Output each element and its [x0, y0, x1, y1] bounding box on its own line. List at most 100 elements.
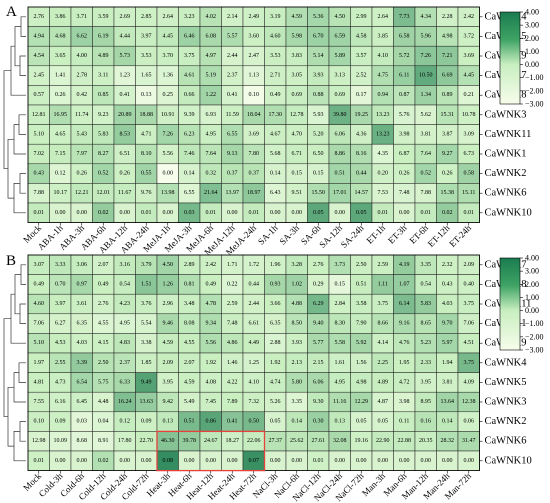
cell-value: 3.83	[292, 53, 303, 59]
cell-value: 0.07	[249, 458, 260, 464]
cell-value: 4.95	[335, 379, 346, 385]
cell-value: 4.36	[356, 131, 367, 137]
cell-value: 10.09	[54, 438, 68, 444]
cell-value: 4.53	[55, 340, 66, 346]
colorbar-tick-label: 1.00	[525, 47, 539, 56]
cell-value: 0.41	[120, 92, 131, 98]
cell-value: 15.50	[312, 190, 326, 196]
cell-value: 2.52	[356, 73, 367, 79]
cell-value: 13.23	[376, 112, 390, 118]
panel-label: A	[6, 4, 17, 20]
cell-value: 22.70	[140, 438, 154, 444]
dendrogram	[3, 16, 26, 214]
cell-value: 0.50	[249, 419, 260, 425]
cell-value: 2.69	[120, 14, 131, 20]
dendrogram-branch	[19, 421, 26, 442]
cell-value: 4.44	[120, 33, 131, 39]
cell-value: 9.23	[98, 112, 109, 118]
cell-value: 5.14	[313, 53, 324, 59]
cell-value: 2.45	[34, 73, 45, 79]
cell-value: 4.45	[163, 33, 174, 39]
column-label: SA-24h	[339, 223, 366, 250]
cell-value: 0.49	[98, 281, 109, 287]
cell-value: 3.59	[98, 14, 109, 20]
cell-value: 4.19	[399, 262, 410, 268]
cell-value: 12.21	[75, 190, 89, 196]
cell-value: 0.01	[141, 210, 152, 216]
cell-value: 19.16	[355, 438, 369, 444]
cell-value: 2.99	[356, 14, 367, 20]
cell-value: 0.13	[335, 419, 346, 425]
cell-value: 3.75	[464, 360, 475, 366]
cell-value: 0.66	[184, 92, 195, 98]
cell-value: 3.07	[34, 262, 45, 268]
cell-value: 5.83	[421, 301, 432, 307]
cell-value: 1.41	[55, 73, 66, 79]
cell-value: 5.58	[335, 340, 346, 346]
cell-value: 6.93	[206, 112, 217, 118]
dendrogram-branch	[20, 264, 26, 285]
cell-value: 0.11	[399, 419, 409, 425]
dendrogram-branch	[3, 70, 11, 170]
cell-value: 0.12	[120, 419, 131, 425]
cell-value: 0.00	[120, 458, 131, 464]
cell-value: 0.15	[335, 281, 346, 287]
cell-value: 0.42	[77, 92, 88, 98]
colorbar-tick-label: −1.00	[525, 319, 544, 328]
cell-value: 5.83	[98, 131, 109, 137]
cell-value: 4.98	[442, 33, 453, 39]
cell-value: 0.00	[292, 458, 303, 464]
cell-value: 0.08	[163, 458, 174, 464]
cell-value: 3.28	[292, 262, 303, 268]
cell-value: 1.13	[249, 73, 260, 79]
cell-value: 4.08	[206, 379, 217, 385]
dendrogram-branch	[7, 138, 14, 199]
row-label: CaWNK4	[485, 357, 528, 368]
cell-value: 0.26	[120, 171, 131, 177]
cell-value: 4.60	[34, 301, 45, 307]
cell-value: 7.53	[378, 190, 389, 196]
cell-value: 6.14	[399, 301, 410, 307]
cell-value: 6.71	[292, 151, 303, 157]
cell-value: 5.62	[421, 112, 432, 118]
cell-value: 4.71	[141, 131, 152, 137]
cell-value: 2.78	[77, 73, 88, 79]
cell-value: 1.25	[249, 360, 260, 366]
cell-value: 20.89	[118, 112, 132, 118]
cell-value: 0.44	[249, 281, 260, 287]
cell-value: 8.27	[98, 151, 109, 157]
cell-value: 18.88	[140, 112, 154, 118]
cell-value: 4.10	[378, 53, 389, 59]
cell-value: 4.48	[98, 399, 109, 405]
cell-value: 6.58	[399, 33, 410, 39]
cell-value: 4.55	[98, 321, 109, 327]
colorbar-tick-label: −3.00	[525, 346, 544, 355]
cell-value: 3.69	[249, 131, 260, 137]
cell-value: 22.88	[398, 438, 412, 444]
cell-value: 13.63	[140, 399, 154, 405]
cell-value: 0.01	[34, 458, 45, 464]
cell-value: 3.75	[378, 301, 389, 307]
colorbar-tick-label: 4.00	[525, 254, 539, 263]
cell-value: 2.37	[227, 73, 238, 79]
cell-value: 16.24	[118, 399, 132, 405]
cell-value: 0.00	[292, 210, 303, 216]
cell-value: 9.40	[313, 321, 324, 327]
cell-value: 14.57	[355, 190, 369, 196]
cell-value: 3.97	[55, 301, 66, 307]
cell-value: 5.75	[98, 379, 109, 385]
cell-value: 9.70	[442, 321, 453, 327]
cell-value: 0.00	[77, 210, 88, 216]
cell-value: 2.47	[249, 53, 260, 59]
cell-value: 8.08	[184, 321, 195, 327]
cell-value: 12.29	[355, 399, 369, 405]
row-label: CaWNK2	[485, 416, 527, 427]
cell-value: 22.06	[247, 438, 261, 444]
cell-value: 2.42	[206, 262, 217, 268]
cell-value: 9.34	[206, 321, 217, 327]
cell-value: 0.01	[34, 210, 45, 216]
row-label: CaWNK5	[485, 377, 527, 388]
colorbar-tick-label: −2.00	[525, 86, 544, 95]
cell-value: 21.64	[204, 190, 218, 196]
